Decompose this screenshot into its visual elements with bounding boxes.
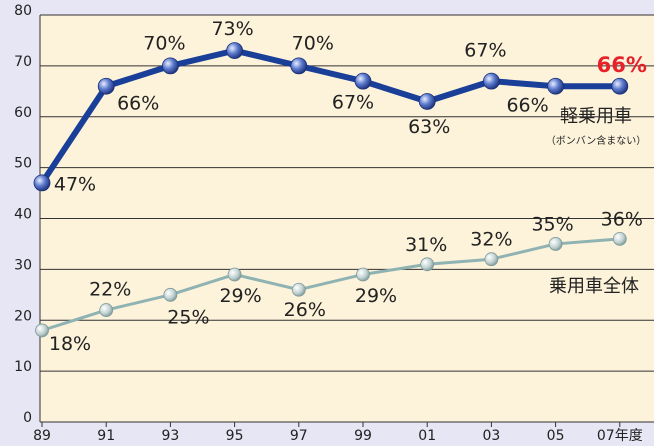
x-tick-label: 93 [161,428,179,444]
marker [163,287,178,302]
value-label: 29% [219,285,261,307]
y-tick-label: 50 [14,156,32,172]
series-line [39,47,620,185]
value-label: 66% [117,93,159,115]
x-tick-label: 03 [482,428,500,444]
marker [611,77,629,95]
x-tick-label: 91 [97,428,115,444]
marker [97,77,115,95]
x-tick-label: 97 [290,428,308,444]
y-tick-label: 30 [14,257,32,273]
marker [547,77,564,95]
value-label: 35% [531,213,573,235]
value-label: 66% [597,53,647,77]
value-label: 31% [405,234,447,256]
annotation: （ボンバン含まない） [546,134,647,147]
marker [161,57,179,75]
y-tick-label: 10 [14,359,32,375]
value-label: 22% [89,279,131,301]
y-tick-label: 80 [14,3,32,19]
y-tick-label: 60 [14,105,32,121]
x-tick-label: 07年度 [597,428,643,444]
marker [99,303,114,317]
value-label: 26% [284,299,326,321]
marker [418,93,436,110]
marker [482,72,500,90]
y-tick-label: 40 [14,207,32,223]
value-label: 66% [506,95,548,117]
marker [290,57,308,75]
series-label: 乗用車全体 [549,276,639,297]
value-label: 47% [54,173,96,195]
y-tick-label: 70 [14,54,32,70]
value-label: 29% [355,285,397,307]
marker [35,323,49,338]
x-tick-label: 05 [547,428,565,444]
marker [612,231,627,246]
x-tick-label: 99 [354,428,372,444]
x-tick-label: 01 [418,428,436,444]
value-label: 70% [292,32,334,54]
marker [291,282,306,297]
value-label: 67% [332,92,374,114]
y-tick-label: 20 [14,308,32,324]
value-label: 70% [143,32,185,54]
series-line [41,237,620,332]
value-label: 25% [167,306,209,328]
marker [356,267,370,282]
marker [420,257,435,272]
value-label: 32% [470,229,512,251]
marker [484,252,499,267]
marker [227,267,242,282]
value-label: 63% [408,116,450,138]
y-tick-label: 0 [23,410,32,426]
value-label: 73% [211,18,253,40]
marker [226,42,244,60]
marker [33,174,51,192]
marker [354,72,372,90]
value-label: 67% [464,40,506,62]
value-label: 36% [601,208,643,230]
x-tick-label: 95 [226,428,244,444]
marker [548,237,563,251]
x-tick-label: 89 [33,428,51,444]
value-label: 18% [49,333,91,355]
